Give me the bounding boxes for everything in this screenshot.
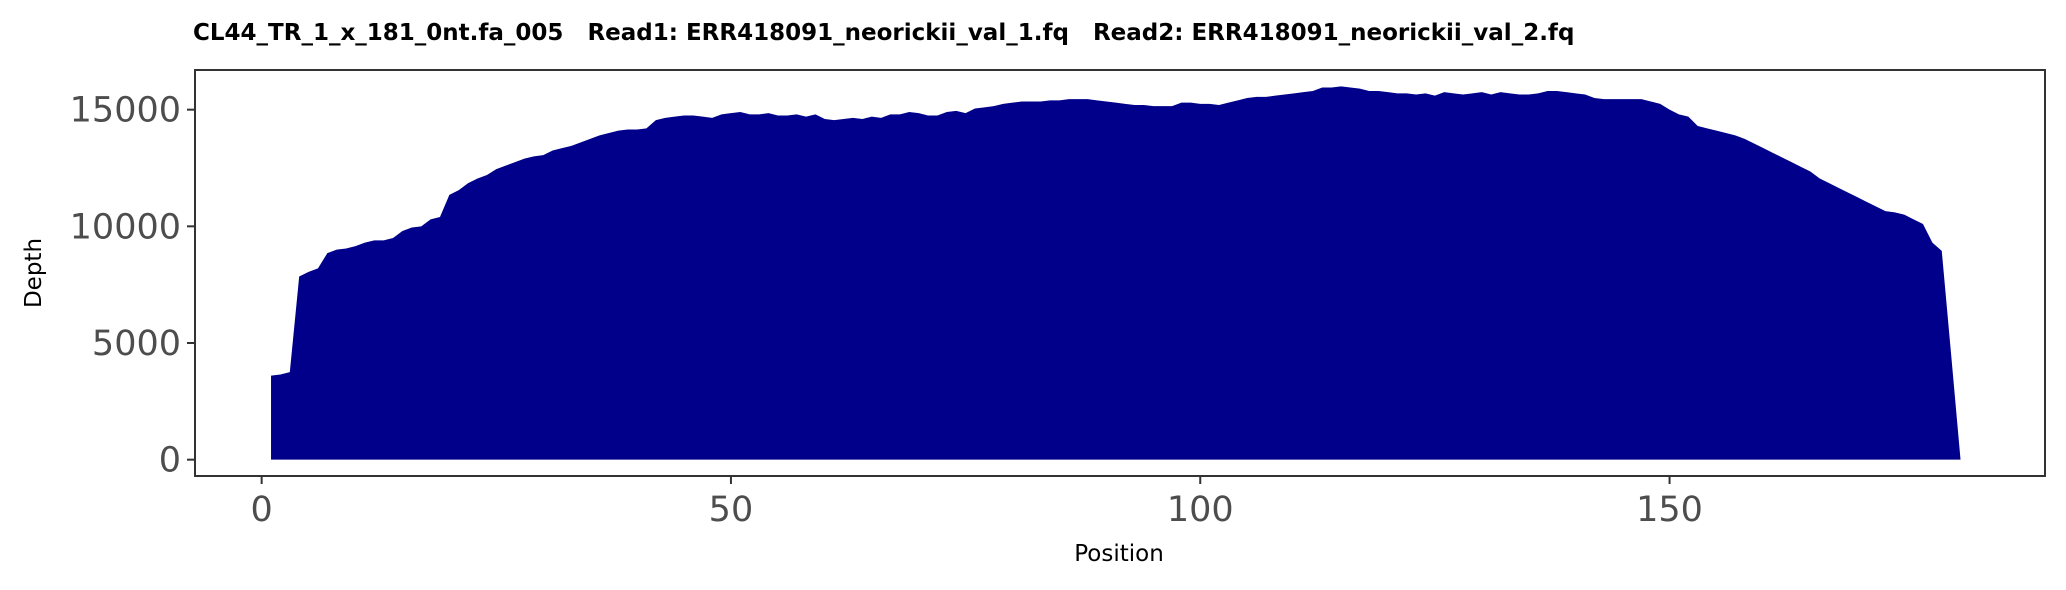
y-tick-label: 15000 (70, 91, 181, 131)
x-tick-label: 100 (1167, 490, 1234, 530)
y-axis-title: Depth (21, 238, 47, 308)
y-tick-label: 5000 (92, 324, 181, 364)
x-axis: 0 50 100 150 (251, 476, 1703, 530)
x-tick-label: 0 (251, 490, 273, 530)
x-tick-label: 150 (1636, 490, 1703, 530)
x-tick-label: 50 (709, 490, 754, 530)
y-tick-label: 10000 (70, 207, 181, 247)
y-axis: 0 5000 10000 15000 (70, 91, 195, 481)
plot-area (194, 69, 2046, 477)
plot-border (194, 69, 2046, 477)
depth-area (271, 86, 1961, 460)
chart-title: CL44_TR_1_x_181_0nt.fa_005 Read1: ERR418… (193, 20, 1574, 46)
y-tick-label: 0 (159, 441, 181, 481)
x-axis-title: Position (1074, 541, 1164, 567)
